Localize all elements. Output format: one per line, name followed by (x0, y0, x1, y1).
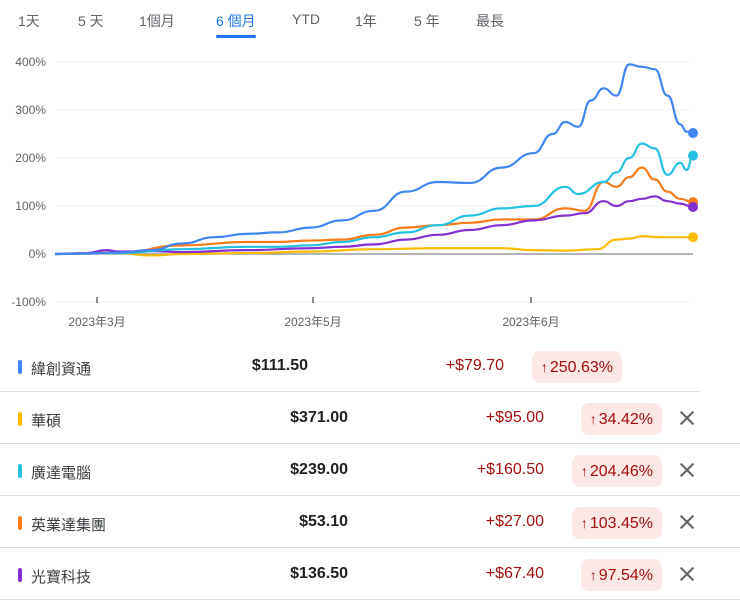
series-color-chip (18, 516, 22, 530)
stock-row[interactable]: 英業達集團 $53.10 +$27.00 ↑ 103.45% (0, 496, 740, 548)
x-axis-labels: 2023年3月 2023年5月 2023年6月 (68, 297, 560, 329)
stock-price: $371.00 (290, 409, 348, 426)
arrow-up-icon: ↑ (589, 411, 597, 427)
y-axis-labels: 400% 300% 200% 100% 0% -100% (11, 55, 46, 309)
percent-change-badge: ↑ 250.63% (531, 351, 622, 383)
stock-name: 英業達集團 (31, 517, 107, 534)
price-change: +$67.40 (485, 565, 544, 582)
arrow-up-icon: ↑ (580, 515, 588, 531)
series-color-chip (18, 568, 22, 582)
arrow-up-icon: ↑ (580, 463, 588, 479)
series-color-chip (18, 412, 22, 426)
remove-comparison-close-icon[interactable] (676, 407, 698, 429)
tab-6-months[interactable]: 6 個月 (216, 11, 256, 38)
series-color-chip (18, 464, 22, 478)
svg-text:2023年6月: 2023年6月 (502, 315, 559, 329)
stock-row[interactable]: 華碩 $371.00 +$95.00 ↑ 34.42% (0, 392, 740, 444)
tab-5-years[interactable]: 5 年 (414, 13, 440, 29)
stock-price: $111.50 (251, 357, 308, 374)
chart-svg: 400%300%200%100%0%-100% 2023年3月 2023年5月 20… (11, 55, 698, 329)
comparison-chart[interactable]: 400% 300% 200% 100% 0% -100% 2023年3月 2023年5月 20… (0, 45, 740, 340)
svg-text:2023年3月: 2023年3月 (68, 315, 125, 329)
tab-max[interactable]: 最長 (476, 13, 504, 29)
tab-1-day[interactable]: 1天 (18, 13, 40, 29)
price-change: +$27.00 (485, 513, 544, 530)
svg-text:400%: 400% (15, 55, 46, 69)
stock-row[interactable]: 廣達電腦 $239.00 +$160.50 ↑ 204.46% (0, 444, 740, 496)
svg-text:0%: 0% (29, 247, 47, 261)
stock-name: 廣達電腦 (31, 465, 92, 482)
svg-text:2023年5月: 2023年5月 (284, 315, 341, 329)
time-range-tabs: 1天 5 天 1個月 6 個月 YTD 1年 5 年 最長 (0, 0, 740, 42)
comparison-list: 緯創資通 $111.50 +$79.70 ↑ 250.63% 華碩 $371.00… (0, 340, 740, 600)
svg-text:200%: 200% (15, 151, 46, 165)
tab-ytd[interactable]: YTD (292, 11, 320, 27)
remove-comparison-close-icon[interactable] (676, 563, 698, 585)
stock-row[interactable]: 光寶科技 $136.50 +$67.40 ↑ 97.54% (0, 548, 740, 600)
svg-text:-100%: -100% (11, 295, 46, 309)
price-change: +$95.00 (485, 409, 544, 426)
series-color-chip (18, 360, 22, 374)
stock-price: $136.50 (290, 565, 348, 582)
stock-price: $53.10 (299, 513, 348, 530)
tab-1-year[interactable]: 1年 (355, 13, 377, 29)
percent-change-badge: ↑ 204.46% (571, 455, 662, 487)
percent-change-badge: ↑ 34.42% (580, 403, 662, 435)
remove-comparison-close-icon[interactable] (676, 511, 698, 533)
stock-row[interactable]: 緯創資通 $111.50 +$79.70 ↑ 250.63% (0, 340, 700, 392)
arrow-up-icon: ↑ (540, 359, 548, 375)
price-change: +$160.50 (476, 461, 544, 478)
stock-price: $239.00 (290, 461, 348, 478)
price-change: +$79.70 (445, 357, 504, 374)
tab-5-days[interactable]: 5 天 (78, 13, 104, 29)
svg-text:100%: 100% (15, 199, 46, 213)
stock-name: 光寶科技 (31, 569, 92, 586)
percent-change-badge: ↑ 97.54% (580, 559, 662, 591)
remove-comparison-close-icon[interactable] (676, 459, 698, 481)
arrow-up-icon: ↑ (589, 567, 597, 583)
percent-change-badge: ↑ 103.45% (571, 507, 662, 539)
svg-text:300%: 300% (15, 103, 46, 117)
stock-name: 華碩 (31, 413, 62, 430)
chart-grid (55, 61, 693, 303)
stock-name: 緯創資通 (31, 361, 92, 378)
tab-1-month[interactable]: 1個月 (139, 13, 175, 29)
chart-lines (54, 63, 698, 257)
